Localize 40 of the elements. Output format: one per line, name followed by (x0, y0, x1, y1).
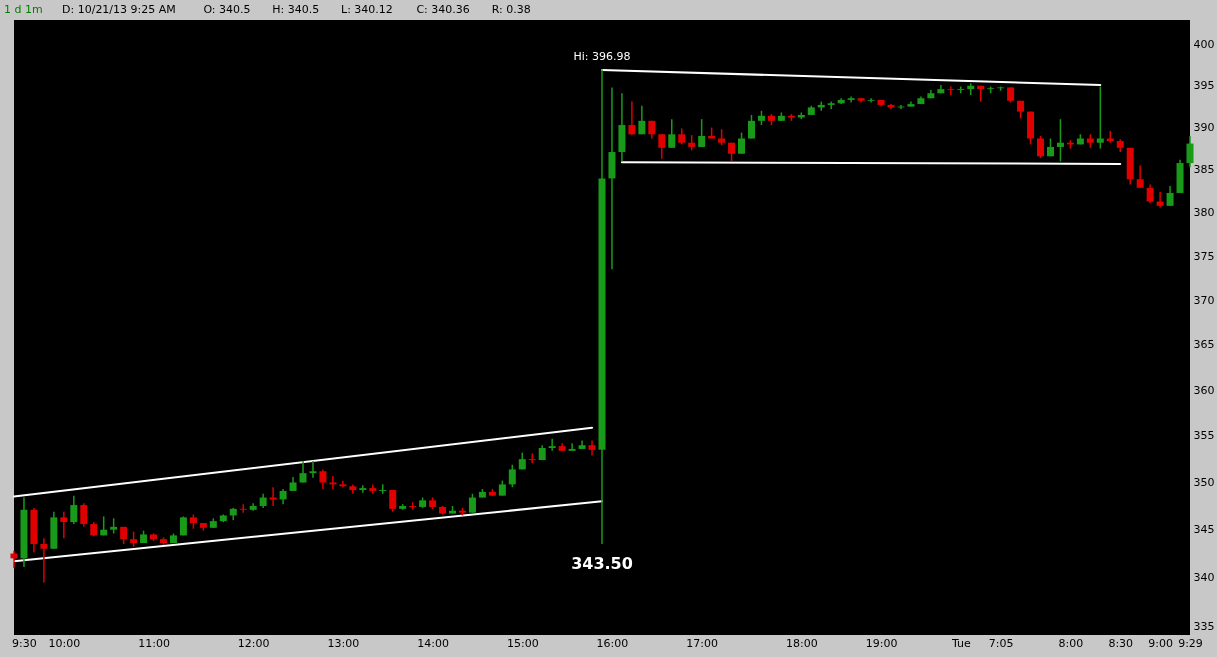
text: R: 0.38 (491, 3, 531, 16)
x-tick-label: 15:00 (506, 636, 539, 650)
x-tick-label: 14:00 (417, 636, 449, 650)
x-tick-label: 13:00 (327, 636, 360, 650)
y-tick-label: 335 (1193, 619, 1215, 633)
y-tick-label: 345 (1193, 523, 1215, 537)
x-tick-label: 8:00 (1058, 636, 1084, 650)
text: H: 340.5 (272, 3, 320, 16)
x-tick-label: 19:00 (865, 636, 898, 650)
x-tick-label: 8:30 (1108, 636, 1134, 650)
y-tick-label: 365 (1193, 338, 1215, 352)
y-tick-label: 385 (1193, 163, 1215, 177)
x-tick-label: 18:00 (785, 636, 818, 650)
y-tick-label: 355 (1193, 429, 1215, 443)
text: O: 340.5 (203, 3, 251, 16)
annotation: 343.50 (571, 553, 633, 573)
text: C: 340.36 (416, 3, 470, 16)
x-tick-label: 11:00 (138, 636, 170, 650)
y-tick-label: 380 (1193, 206, 1215, 220)
x-tick-label: 7:05 (988, 636, 1014, 650)
x-tick-label: 9:29 (1178, 636, 1203, 650)
annotation: Hi: 396.98 (573, 50, 631, 64)
y-tick-label: 340 (1193, 571, 1215, 585)
y-tick-label: 390 (1193, 121, 1215, 135)
x-tick-label: 10:00 (48, 636, 81, 650)
text: D: 10/21/13 9:25 AM (62, 3, 176, 16)
y-tick-label: 360 (1193, 383, 1215, 397)
text: L: 340.12 (341, 3, 393, 16)
x-tick-label: Tue (950, 636, 971, 650)
x-tick-label: 9:00 (1148, 636, 1173, 650)
y-tick-label: 350 (1193, 476, 1215, 489)
x-tick-label: 12:00 (237, 636, 270, 650)
x-tick-label: 9:30 (12, 636, 37, 650)
y-tick-label: 395 (1193, 79, 1215, 93)
y-tick-label: 400 (1193, 38, 1215, 52)
chart-title: 1 d 1m (4, 3, 43, 16)
x-tick-label: 17:00 (686, 636, 719, 650)
x-tick-label: 16:00 (596, 636, 629, 650)
y-tick-label: 370 (1193, 293, 1215, 307)
y-tick-label: 375 (1193, 249, 1215, 263)
